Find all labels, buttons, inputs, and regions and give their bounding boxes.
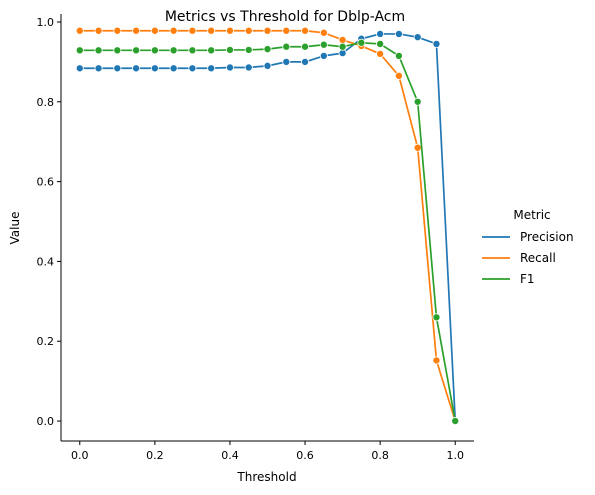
data-point-precision — [75, 64, 84, 73]
data-point-recall — [225, 26, 234, 35]
y-tick-label: 0.6 — [37, 176, 55, 189]
data-point-f1 — [357, 38, 366, 47]
data-point-precision — [413, 33, 422, 42]
legend-label: F1 — [520, 272, 535, 286]
data-point-recall — [319, 28, 328, 37]
data-point-f1 — [169, 46, 178, 55]
series-line-precision — [79, 33, 457, 422]
legend-items: Precision Recall F1 — [482, 230, 574, 286]
data-point-f1 — [75, 46, 84, 55]
data-point-recall — [188, 26, 197, 35]
data-point-recall — [413, 143, 422, 152]
y-axis-ticks: 0.0 0.2 0.4 0.6 0.8 1.0 — [37, 16, 61, 428]
x-axis-ticks: 0.0 0.2 0.4 0.6 0.8 1.0 — [71, 441, 464, 462]
data-point-f1 — [282, 42, 291, 51]
data-point-f1 — [451, 417, 460, 426]
data-point-precision — [244, 63, 253, 72]
legend-item-precision: Precision — [482, 230, 574, 244]
data-point-recall — [132, 26, 141, 35]
data-point-recall — [150, 26, 159, 35]
y-tick-label: 0.2 — [37, 335, 55, 348]
chart-title: Metrics vs Threshold for Dblp-Acm — [165, 9, 405, 25]
data-point-f1 — [132, 46, 141, 55]
data-point-recall — [169, 26, 178, 35]
data-point-f1 — [150, 46, 159, 55]
data-point-precision — [150, 64, 159, 73]
data-point-f1 — [244, 45, 253, 54]
data-point-f1 — [376, 39, 385, 48]
legend-label: Precision — [520, 230, 574, 244]
data-point-f1 — [319, 40, 328, 49]
series-line-f1 — [79, 41, 457, 422]
legend-item-recall: Recall — [482, 251, 556, 265]
data-point-recall — [75, 26, 84, 35]
data-point-precision — [132, 64, 141, 73]
data-point-precision — [394, 29, 403, 38]
x-tick-label: 0.6 — [296, 449, 314, 462]
data-point-precision — [188, 64, 197, 73]
data-point-recall — [282, 26, 291, 35]
data-point-precision — [169, 64, 178, 73]
legend-title: Metric — [513, 208, 550, 222]
legend-item-f1: F1 — [482, 272, 535, 286]
data-point-recall — [338, 35, 347, 44]
data-point-recall — [94, 26, 103, 35]
series-line-recall — [79, 29, 457, 422]
data-point-precision — [282, 57, 291, 66]
y-axis-label: Value — [8, 212, 22, 245]
data-point-f1 — [188, 46, 197, 55]
x-axis-label: Threshold — [236, 470, 296, 484]
y-tick-label: 1.0 — [37, 16, 55, 29]
data-point-f1 — [207, 46, 216, 55]
data-point-f1 — [263, 45, 272, 54]
data-point-precision — [263, 61, 272, 70]
data-point-recall — [432, 356, 441, 365]
series-f1 — [75, 38, 460, 426]
data-point-recall — [301, 26, 310, 35]
x-tick-label: 0.0 — [71, 449, 89, 462]
data-point-precision — [301, 57, 310, 66]
legend: Metric Precision Recall F1 — [482, 208, 574, 286]
x-tick-label: 0.8 — [371, 449, 389, 462]
data-point-precision — [319, 51, 328, 60]
data-point-recall — [207, 26, 216, 35]
data-point-recall — [113, 26, 122, 35]
y-tick-label: 0.0 — [37, 415, 55, 428]
data-point-recall — [376, 49, 385, 58]
data-point-precision — [225, 63, 234, 72]
x-tick-label: 1.0 — [446, 449, 464, 462]
data-point-precision — [432, 39, 441, 48]
y-tick-label: 0.8 — [37, 96, 55, 109]
data-point-f1 — [113, 46, 122, 55]
data-point-f1 — [338, 42, 347, 51]
data-point-precision — [207, 64, 216, 73]
data-point-f1 — [225, 45, 234, 54]
data-point-f1 — [413, 97, 422, 106]
data-point-f1 — [432, 313, 441, 322]
x-tick-label: 0.2 — [146, 449, 164, 462]
data-point-recall — [244, 26, 253, 35]
data-point-precision — [376, 29, 385, 38]
data-point-precision — [94, 64, 103, 73]
data-point-f1 — [94, 46, 103, 55]
legend-label: Recall — [520, 251, 556, 265]
data-point-f1 — [394, 51, 403, 60]
y-tick-label: 0.4 — [37, 255, 55, 268]
x-tick-label: 0.4 — [221, 449, 239, 462]
data-point-precision — [113, 64, 122, 73]
data-point-recall — [263, 26, 272, 35]
series-recall — [75, 26, 460, 426]
data-point-recall — [394, 71, 403, 80]
series-layer — [75, 26, 460, 426]
plot-area: 0.0 0.2 0.4 0.6 0.8 1.0 0.0 0.2 0.4 0.6 0.8 1.0 — [37, 14, 474, 462]
data-point-f1 — [301, 42, 310, 51]
series-precision — [75, 29, 460, 426]
